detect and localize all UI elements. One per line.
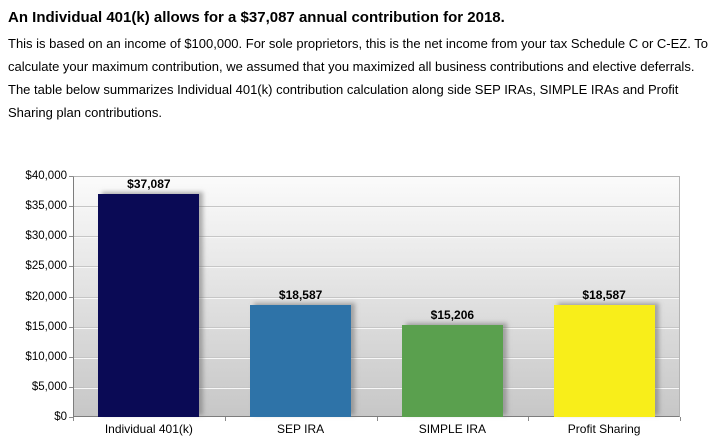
gridline [74, 206, 679, 209]
bar-value-label: $15,206 [430, 308, 475, 323]
y-axis-tick [69, 206, 73, 208]
x-axis-tick [680, 417, 681, 421]
gridline [74, 236, 679, 239]
y-axis-tick-label: $25,000 [25, 260, 67, 273]
x-axis-tick [73, 417, 74, 421]
x-axis-category-label: Individual 401(k) [104, 422, 193, 436]
gridline [74, 326, 679, 329]
bar-individual-401-k [98, 193, 200, 417]
y-axis-tick [69, 386, 73, 388]
intro-paragraph: This is based on an income of $100,000. … [8, 36, 708, 120]
y-axis-tick-label: $10,000 [25, 350, 67, 363]
x-axis-tick [376, 417, 378, 421]
bar-profit-sharing [553, 305, 655, 417]
page-title: An Individual 401(k) allows for a $37,08… [8, 9, 505, 26]
bar-sep-ira [250, 305, 352, 417]
y-axis-tick-label: $35,000 [25, 200, 67, 213]
bar-value-label: $18,587 [582, 288, 626, 302]
x-axis-tick [224, 417, 226, 421]
x-axis-category-label: SEP IRA [277, 422, 325, 436]
y-axis-tick-label: $30,000 [25, 230, 67, 243]
y-axis-tick-label: $0 [54, 411, 67, 423]
y-axis-tick-label: $15,000 [25, 320, 67, 333]
y-axis-tick [69, 356, 73, 358]
y-axis-tick [69, 296, 73, 298]
bar-value-label: $37,087 [127, 176, 171, 191]
y-axis-tick-label: $40,000 [25, 170, 67, 182]
x-axis-category-label: Profit Sharing [567, 422, 641, 436]
y-axis-tick-label: $5,000 [31, 380, 67, 393]
gridline [74, 386, 679, 389]
y-axis-tick [69, 326, 73, 328]
y-axis-tick [69, 266, 73, 268]
y-axis-tick [69, 236, 73, 238]
bar-chart: $40,000 $35,000 $30,000 $25,000 $20,000 $15,0… [0, 170, 720, 446]
bar-value-label: $18,587 [278, 288, 323, 302]
x-axis-tick [528, 417, 530, 421]
y-axis-tick [69, 176, 73, 177]
gridline [74, 296, 679, 299]
gridline [74, 266, 679, 269]
y-axis-tick [69, 417, 73, 418]
x-axis-category-label: SIMPLE IRA [418, 422, 487, 436]
gridline [74, 356, 679, 359]
y-axis-tick-label: $20,000 [25, 290, 67, 303]
bar-simple-ira [401, 325, 503, 417]
